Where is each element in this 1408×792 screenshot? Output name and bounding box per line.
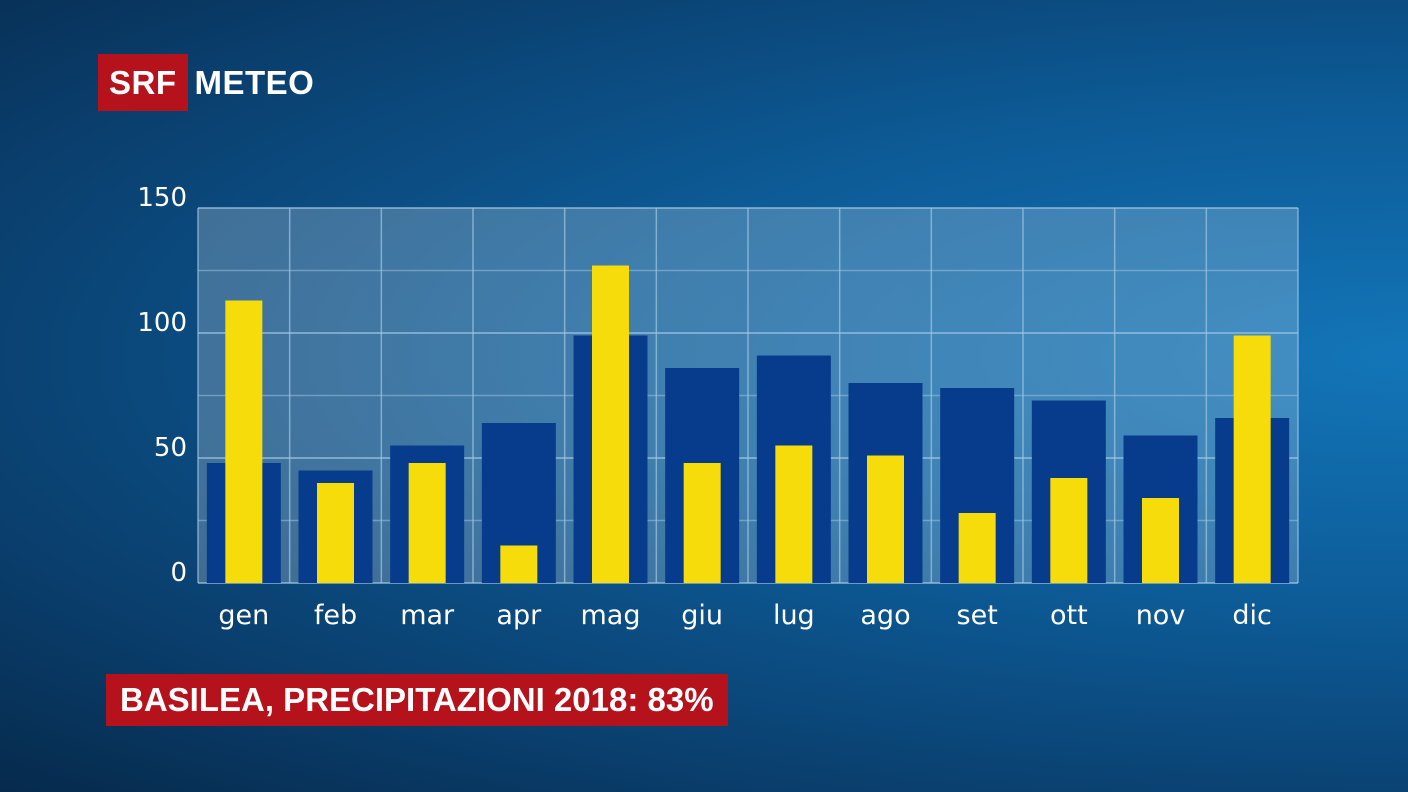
- chart-title: BASILEA, PRECIPITAZIONI 2018: 83%: [120, 681, 714, 718]
- y-tick-label: 50: [154, 433, 187, 463]
- x-tick-label: ott: [1050, 600, 1088, 631]
- x-tick-label: apr: [496, 600, 542, 631]
- bar-2018-giu: [683, 463, 721, 583]
- y-axis-tick-labels: 0 50 100 150: [137, 183, 187, 588]
- bar-2018-lug: [775, 445, 813, 583]
- srf-meteo-logo: SRF METEO: [98, 54, 314, 111]
- x-tick-label: ago: [860, 600, 910, 631]
- x-tick-label: mar: [400, 600, 455, 631]
- chart-title-banner: BASILEA, PRECIPITAZIONI 2018: 83%: [106, 674, 728, 726]
- x-tick-label: nov: [1136, 600, 1186, 631]
- bar-2018-gen: [225, 300, 263, 583]
- bar-2018-feb: [317, 483, 354, 583]
- x-tick-label: lug: [773, 600, 815, 631]
- x-axis-month-labels: gen feb mar apr mag giu lug ago set ott nov dic: [218, 600, 1272, 631]
- bar-2018-mag: [592, 265, 629, 583]
- bar-2018-nov: [1142, 498, 1179, 583]
- normal-bars: [206, 335, 1290, 583]
- srf-logo-mark: SRF: [98, 54, 188, 111]
- bar-2018-ott: [1050, 478, 1088, 583]
- bar-2018-mar: [408, 463, 446, 583]
- x-tick-label: gen: [218, 600, 269, 631]
- x-tick-label: mag: [581, 600, 641, 631]
- x-tick-label: giu: [681, 600, 723, 631]
- bar-2018-dic: [1233, 335, 1271, 583]
- meteo-logo-text: METEO: [194, 63, 315, 101]
- y-tick-label: 150: [137, 183, 187, 213]
- bar-2018-apr: [500, 545, 538, 583]
- bar-2018-ago: [867, 455, 904, 583]
- x-tick-label: dic: [1232, 600, 1272, 631]
- x-tick-label: feb: [314, 600, 357, 631]
- actual-bars: [225, 265, 1271, 583]
- bar-2018-set: [958, 513, 996, 583]
- x-tick-label: set: [957, 600, 998, 631]
- y-tick-label: 0: [170, 558, 187, 588]
- y-tick-label: 100: [137, 308, 187, 338]
- grid-lines: [197, 207, 1299, 584]
